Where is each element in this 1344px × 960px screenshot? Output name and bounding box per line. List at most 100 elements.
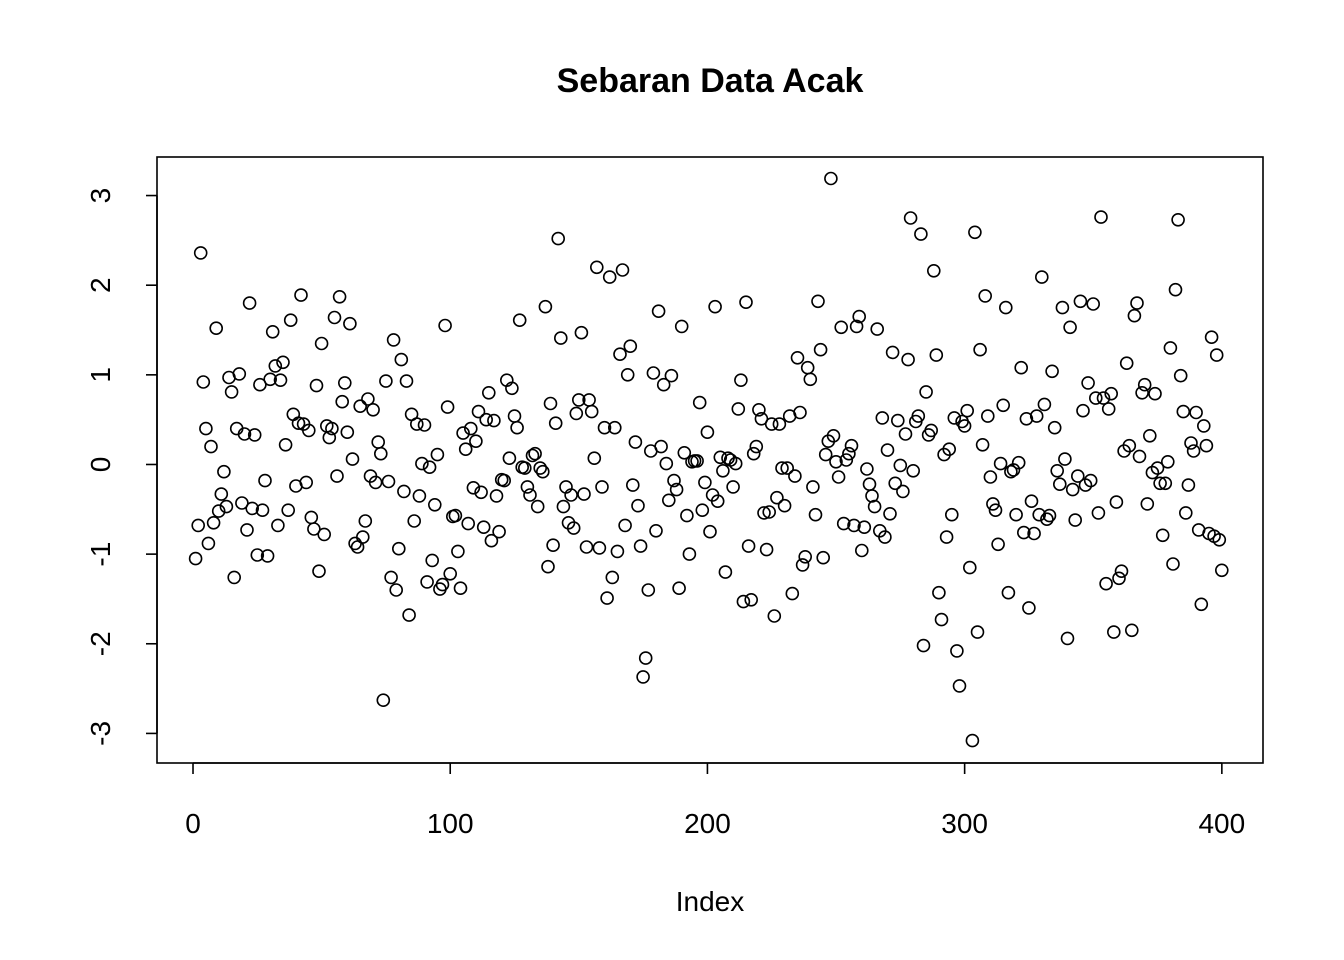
data-point <box>193 246 208 260</box>
data-point <box>790 350 805 365</box>
data-point <box>548 416 563 431</box>
data-point <box>716 463 730 478</box>
data-point <box>1101 402 1116 416</box>
data-point <box>798 549 813 564</box>
data-point <box>1022 601 1036 615</box>
data-point <box>618 518 632 533</box>
data-point <box>878 530 892 544</box>
data-point <box>1047 420 1062 435</box>
data-point <box>952 679 967 693</box>
data-point <box>1184 436 1198 450</box>
data-point <box>330 469 344 483</box>
data-point <box>834 320 849 335</box>
data-point <box>1035 270 1049 284</box>
data-point <box>224 385 239 399</box>
data-point <box>204 439 218 454</box>
data-point <box>422 460 437 475</box>
chart-title: Sebaran Data Acak <box>557 62 864 100</box>
data-point <box>1197 419 1211 433</box>
data-point <box>237 427 252 441</box>
data-point <box>669 482 684 497</box>
data-point <box>278 437 293 452</box>
data-point <box>307 522 321 536</box>
y-tick-label: -1 <box>85 542 116 567</box>
y-axis: -3 -2 -1 0 1 2 3 <box>85 188 158 746</box>
data-point <box>998 300 1013 315</box>
data-point <box>775 461 789 475</box>
data-point <box>605 570 620 585</box>
data-point <box>391 541 406 556</box>
data-point <box>1176 404 1191 419</box>
data-point <box>1161 454 1175 469</box>
data-point <box>520 480 535 494</box>
data-point <box>556 499 571 514</box>
data-point <box>451 544 465 559</box>
data-point <box>674 319 689 334</box>
data-point <box>440 400 455 414</box>
data-point <box>1199 438 1214 453</box>
data-point <box>579 540 594 554</box>
data-point <box>219 499 234 514</box>
data-point <box>600 591 614 605</box>
data-point <box>811 294 825 309</box>
data-point <box>919 385 933 399</box>
data-point <box>677 445 692 460</box>
data-point <box>484 533 499 548</box>
data-point <box>1086 297 1100 311</box>
data-point <box>628 435 643 449</box>
data-point <box>1125 623 1139 638</box>
data-point <box>826 428 841 443</box>
data-point <box>1109 495 1124 509</box>
data-point <box>911 409 926 423</box>
data-point <box>402 608 416 622</box>
data-point <box>469 434 483 449</box>
data-point <box>1091 506 1106 520</box>
data-point <box>988 503 1003 518</box>
data-point <box>682 547 697 561</box>
data-point <box>407 514 422 528</box>
x-axis-label: Index <box>676 886 745 917</box>
data-point <box>345 452 360 466</box>
data-point <box>1060 631 1075 646</box>
x-tick-label: 200 <box>684 808 731 839</box>
data-point <box>1083 473 1098 488</box>
data-point <box>417 418 432 432</box>
data-point <box>373 446 388 461</box>
data-point <box>824 171 838 186</box>
data-point <box>1107 625 1121 639</box>
data-point <box>965 733 980 748</box>
data-point <box>638 651 653 665</box>
data-point <box>960 403 975 418</box>
data-point <box>250 548 265 562</box>
data-point <box>1004 464 1018 479</box>
data-point <box>551 231 566 246</box>
data-point <box>430 447 445 462</box>
data-point <box>543 396 558 411</box>
data-point <box>242 296 257 310</box>
data-point <box>968 225 982 240</box>
data-point <box>1001 585 1016 600</box>
data-point <box>816 550 831 565</box>
data-point <box>301 423 316 438</box>
data-point <box>932 585 946 600</box>
data-point <box>291 416 306 431</box>
data-point <box>337 376 352 390</box>
data-point <box>281 503 296 518</box>
data-point <box>217 464 231 479</box>
data-point <box>710 494 725 509</box>
data-point <box>654 439 668 454</box>
data-point <box>304 510 319 525</box>
data-point <box>355 530 370 544</box>
data-point <box>332 289 347 304</box>
data-point <box>788 469 802 483</box>
data-point <box>489 489 504 503</box>
data-point <box>813 342 828 357</box>
data-point <box>806 480 820 494</box>
data-point <box>649 523 663 538</box>
data-point <box>361 392 375 406</box>
data-point <box>1132 449 1147 464</box>
data-point <box>546 538 560 553</box>
data-point <box>631 498 645 513</box>
data-point <box>757 506 771 520</box>
data-point <box>1071 469 1085 483</box>
